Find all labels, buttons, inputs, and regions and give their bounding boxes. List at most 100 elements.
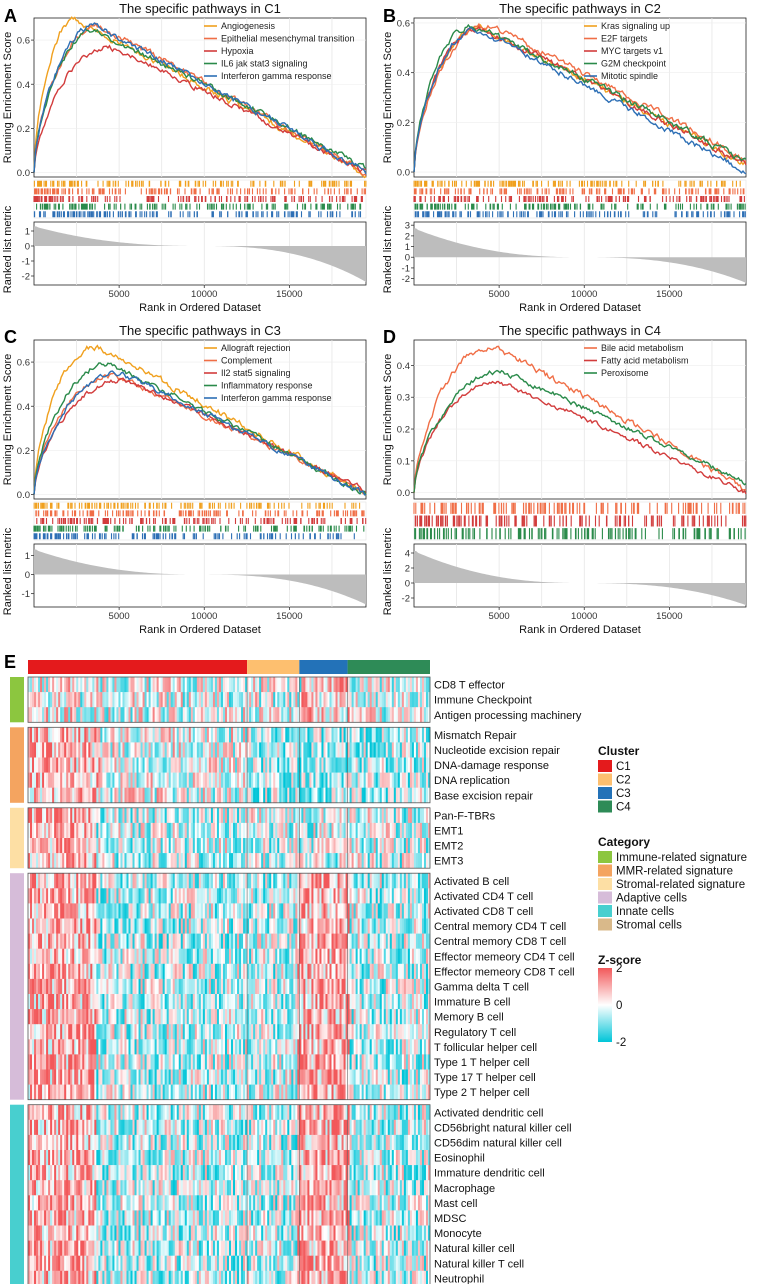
heatmap-cell [58,1009,61,1025]
heatmap-cell [200,757,204,773]
heatmap-cell [333,692,336,708]
heatmap-cell [68,873,71,889]
heatmap-cell [317,838,320,854]
heatmap-cell [110,822,113,839]
heatmap-cell [229,978,232,995]
heatmap-cell [405,822,409,839]
heatmap-cell [379,807,383,824]
heatmap-cell [216,727,220,743]
heatmap-cell [192,933,196,949]
heatmap-cell [202,933,206,949]
heatmap-cell [371,807,375,824]
heatmap-cell [409,933,413,949]
y-axis-label: Running Enrichment Score [382,32,394,163]
heatmap-cell [118,918,121,934]
heatmap-cell [220,853,224,869]
heatmap-cell [216,707,220,723]
heatmap-cell [192,677,196,693]
heatmap-cell [204,757,208,773]
heatmap-cell [130,853,133,869]
legend-label-1: Epithelial mesenchymal transition [221,34,355,44]
heatmap-cell [233,787,236,804]
panel-letter-b: B [383,6,396,26]
heatmap-cell [68,918,71,934]
heatmap-cell [48,822,51,839]
heatmap-cell [140,888,143,904]
heatmap-cell [210,727,214,743]
heatmap-cell [341,707,344,723]
heatmap-cell [226,963,230,980]
heatmap-cell [255,888,258,904]
heatmap-cell [152,757,155,773]
heatmap-cell [186,994,190,1010]
heatmap-cell [427,888,431,904]
heatmap-cell [116,1039,119,1055]
heatmap-cell [206,948,210,965]
heatmap-cell [307,742,310,758]
heatmap-cell [88,822,91,839]
heatmap-cell [285,903,288,919]
heatmap-cell [168,692,172,708]
heatmap-cell [373,1009,377,1025]
heatmap-cell [54,903,57,919]
heatmap-cell [138,757,141,773]
heatmap-cell [379,727,383,743]
heatmap-cell [347,677,350,693]
heatmap-cell [182,853,186,869]
heatmap-cell [427,742,431,758]
heatmap-cell [46,853,49,869]
heatmap-cell [156,772,159,788]
heatmap-cell [144,903,147,919]
heatmap-cell [381,873,385,889]
heatmap-cell [224,853,228,869]
heatmap-cell [196,707,200,723]
heatmap-cell [54,707,57,723]
heatmap-cell [186,1024,190,1040]
heatmap-cell [397,677,401,693]
heatmap-cell [305,853,308,869]
heatmap-cell [423,742,427,758]
heatmap-cell [98,888,101,904]
heatmap-cell [291,757,294,773]
heatmap-cell [96,772,99,788]
heatmap-cell [224,692,228,708]
heatmap-cell [160,772,164,788]
heatmap-cell [421,853,425,869]
heatmap-cell [319,822,322,839]
heatmap-cell [331,807,334,824]
heatmap-cell [331,1024,334,1040]
heatmap-cell [397,853,401,869]
heatmap-cell [235,903,238,919]
heatmap-cell [409,873,413,889]
heatmap-cell [216,978,220,995]
heatmap-cell [265,888,268,904]
heatmap-cell [229,994,232,1010]
heatmap-cell [387,963,391,980]
heatmap-cell [140,853,143,869]
heatmap-cell [411,1009,415,1025]
heatmap-cell [401,933,405,949]
heatmap-cell [351,1024,354,1040]
heatmap-cell [375,787,379,804]
heatmap-cell [174,978,178,995]
heatmap-cell [134,692,137,708]
heatmap-cell [291,742,294,758]
heatmap-cell [241,772,244,788]
heatmap-cell [84,1039,87,1055]
heatmap-cell [122,838,125,854]
heatmap-cell [194,978,198,995]
heatmap-cell [401,677,405,693]
heatmap-cell [110,1024,113,1040]
heatmap-cell [128,787,131,804]
heatmap-cell [114,903,117,919]
heatmap-cell [40,1009,43,1025]
heatmap-cell [98,1009,101,1025]
heatmap-cell [192,994,196,1010]
heatmap-cell [229,742,232,758]
heatmap-cell [377,933,381,949]
heatmap-cell [206,933,210,949]
heatmap-cell [287,727,290,743]
heatmap-cell [251,888,254,904]
heatmap-cell [104,757,107,773]
heatmap-cell [150,918,153,934]
